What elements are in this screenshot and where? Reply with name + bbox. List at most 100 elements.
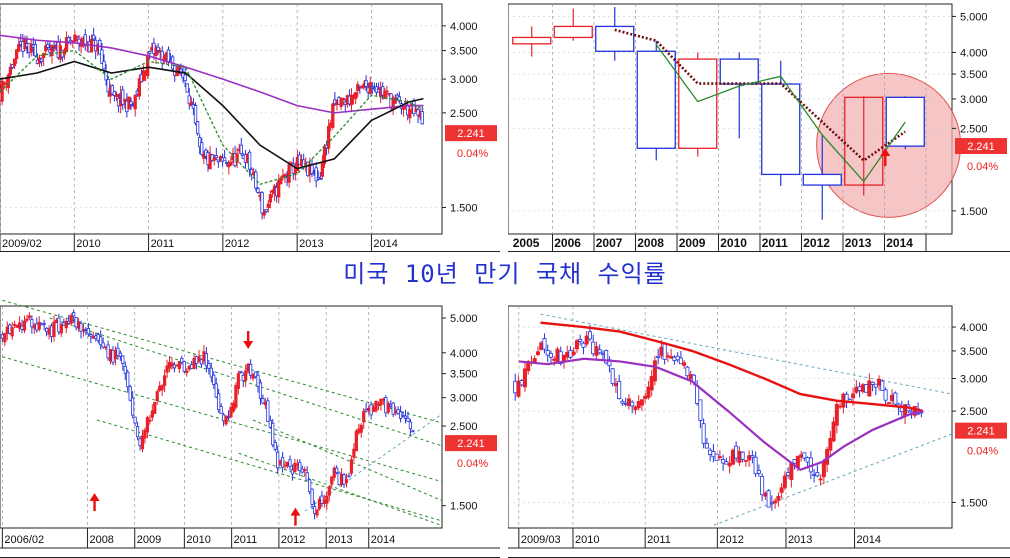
- candle-body: [271, 422, 275, 446]
- x-tick-label: 2006: [554, 236, 581, 250]
- candle-body: [542, 338, 547, 350]
- candle-body: [165, 365, 169, 373]
- candle-body: [154, 47, 158, 56]
- candle-body: [27, 315, 32, 319]
- candle-body: [519, 380, 524, 386]
- y-tick-label: 4.000: [450, 348, 478, 360]
- candle-body: [337, 472, 341, 486]
- candle-body: [258, 382, 263, 399]
- y-tick-label: 4.000: [450, 21, 478, 33]
- candle-body: [403, 415, 408, 419]
- candle-body: [2, 82, 6, 85]
- chart-weekly-2006: 2006/02 2008 2009 2010 2011 2012 2013 2014 5.000…: [0, 300, 500, 558]
- candle-body: [287, 164, 291, 183]
- candle-body: [305, 472, 309, 481]
- candle-body: [371, 406, 376, 412]
- y-tick-label: 5.000: [960, 11, 988, 23]
- x-tick-label: 2008: [637, 236, 664, 250]
- candle-body: [25, 318, 29, 321]
- y-tick-label: 2.500: [960, 123, 988, 135]
- y-tick-label: 3.500: [450, 369, 478, 381]
- candle-body: [347, 475, 351, 478]
- candle-body: [113, 350, 118, 360]
- x-tick-label: 2011: [647, 534, 671, 546]
- y-tick-label: 3.000: [960, 94, 988, 106]
- candle-body: [821, 460, 826, 478]
- candle-body: [384, 397, 388, 414]
- candle-body: [47, 328, 51, 335]
- up-arrow-2012: [290, 507, 301, 526]
- y-tick-label: 4.000: [960, 47, 988, 59]
- candle-body: [408, 421, 413, 430]
- y-tick-label: 3.500: [960, 69, 988, 81]
- candle-body: [50, 45, 54, 56]
- candle-body: [870, 381, 875, 385]
- candle-body: [873, 383, 878, 388]
- x-tick-label: 2011: [151, 238, 175, 250]
- candle-body: [620, 400, 625, 404]
- candle-body: [290, 469, 295, 475]
- yearly-candle: [553, 8, 593, 41]
- candle-body: [13, 323, 17, 326]
- candle-body: [613, 383, 618, 387]
- candle-body: [256, 374, 260, 388]
- candle-body: [743, 459, 748, 462]
- x-tick-label: 2010: [575, 534, 599, 546]
- candle-body: [516, 380, 521, 397]
- candle-body: [116, 347, 120, 356]
- candle-body: [37, 321, 41, 330]
- candle-body: [192, 357, 196, 369]
- candle-body: [555, 348, 560, 363]
- candle-body: [730, 449, 735, 465]
- y-tick-label: 3.000: [450, 393, 478, 405]
- candle-body: [747, 455, 752, 461]
- candle-body: [83, 34, 87, 47]
- candle-body: [864, 384, 869, 393]
- candle-body: [15, 324, 19, 328]
- x-tick-label: 2009: [137, 534, 161, 546]
- candle-body: [416, 109, 420, 116]
- candle-body: [581, 342, 586, 348]
- candle-body: [548, 353, 553, 358]
- candle-body: [639, 399, 644, 406]
- change-percent-label: 0.04%: [967, 161, 998, 173]
- candle-body: [354, 430, 358, 452]
- candle-body: [229, 161, 233, 166]
- candle-body: [253, 371, 258, 378]
- candle-body: [578, 338, 583, 342]
- candle-body: [30, 319, 34, 328]
- candle-body: [298, 462, 302, 472]
- candle-body: [512, 36, 552, 45]
- candle-body: [408, 109, 412, 119]
- candle-body: [339, 474, 344, 486]
- candle-body: [276, 451, 280, 469]
- candle-body: [69, 315, 73, 324]
- x-tick-label: 2013: [845, 236, 872, 250]
- candle-body: [254, 171, 258, 189]
- candle-body: [636, 50, 676, 149]
- candle-body: [247, 151, 252, 170]
- candle-body: [89, 334, 93, 337]
- candle-body: [880, 380, 885, 391]
- x-tick-label: 2014: [886, 236, 913, 250]
- candle-body: [3, 333, 7, 343]
- candle-body: [522, 368, 527, 388]
- candle-body: [717, 456, 722, 458]
- candle-body: [899, 407, 904, 412]
- y-tick-label: 2.500: [450, 108, 478, 120]
- candle-body: [349, 459, 354, 474]
- candle-body: [381, 86, 385, 96]
- candle-body: [208, 153, 212, 170]
- candle-body: [786, 472, 791, 476]
- candle-body: [72, 312, 76, 317]
- candle-body: [354, 92, 358, 100]
- candle-body: [877, 378, 882, 386]
- candle-body: [246, 363, 250, 372]
- candle-body: [190, 364, 194, 369]
- candle-body: [420, 111, 424, 125]
- y-tick-label: 4.000: [960, 322, 988, 334]
- candle-body: [383, 91, 387, 99]
- candle-body: [812, 473, 817, 476]
- yearly-candle: [512, 26, 552, 57]
- candle-body: [341, 97, 345, 101]
